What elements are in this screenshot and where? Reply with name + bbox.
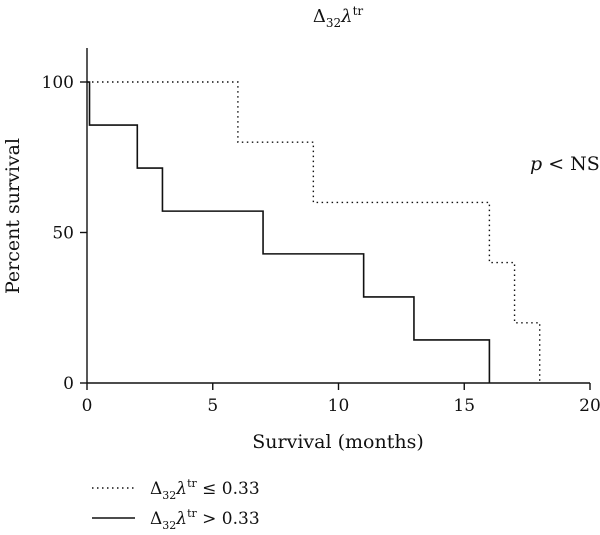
x-tick-label: 20 [579, 396, 600, 416]
x-tick-label: 0 [82, 396, 93, 416]
chart-title: Δ32λtr [313, 4, 364, 30]
x-axis-label: Survival (months) [252, 431, 423, 453]
y-tick-label: 0 [63, 374, 74, 394]
y-axis-label: Percent survival [2, 138, 24, 294]
legend-label-solid: Δ32λtr > 0.33 [150, 507, 260, 532]
x-tick-label: 10 [328, 396, 350, 416]
x-tick-label: 15 [453, 396, 475, 416]
x-ticks: 0 5 10 15 20 [82, 383, 600, 416]
y-ticks: 0 50 100 [42, 73, 87, 394]
y-tick-label: 100 [42, 73, 74, 93]
legend-label-dotted: Δ32λtr ≤ 0.33 [150, 477, 260, 502]
series-solid-curve [87, 81, 491, 383]
legend: Δ32λtr ≤ 0.33 Δ32λtr > 0.33 [92, 477, 260, 532]
series-dotted-curve [87, 81, 541, 383]
x-tick-label: 5 [207, 396, 218, 416]
y-tick-label: 50 [52, 224, 74, 244]
p-value-annotation: p < NS [530, 153, 600, 175]
